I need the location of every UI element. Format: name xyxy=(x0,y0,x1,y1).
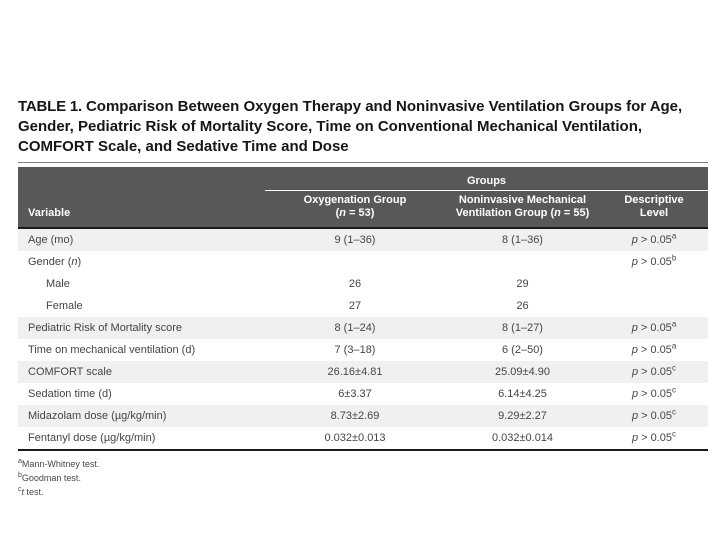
groups-spanner-row: Groups xyxy=(18,167,708,191)
variable-cell: Sedation time (d) xyxy=(28,388,112,400)
comparison-table: Groups Variable Oxygenation Group (n = 53… xyxy=(18,167,708,451)
table-row: Time on mechanical ventilation (d) 7 (3–1… xyxy=(18,339,708,361)
nimv-value-cell: 8 (1–27) xyxy=(445,317,600,339)
groups-spanner-cell: Groups xyxy=(265,167,708,191)
oxygenation-group-n: (n = 53) xyxy=(335,207,375,219)
descriptive-level-cell xyxy=(600,295,708,317)
descriptive-level-cell: p > 0.05a xyxy=(600,228,708,251)
footnote: aMann-Whitney test. xyxy=(18,458,100,469)
descriptive-level-cell: p > 0.05a xyxy=(600,317,708,339)
table-row: Fentanyl dose (µg/kg/min) 0.032±0.013 0.03… xyxy=(18,427,708,450)
column-header-descriptive-level: Descriptive Level xyxy=(600,191,708,229)
table-body: Age (mo) 9 (1–36) 8 (1–36) p > 0.05a Gender … xyxy=(18,228,708,450)
oxygenation-value-cell: 8.73±2.69 xyxy=(265,405,445,427)
oxygenation-value-cell: 7 (3–18) xyxy=(334,344,376,356)
table-row: Male 26 29 xyxy=(18,273,708,295)
oxygenation-value-cell: 27 xyxy=(348,300,362,312)
table-number-label: TABLE 1. xyxy=(18,98,82,115)
table-header: Groups Variable Oxygenation Group (n = 53… xyxy=(18,167,708,229)
oxygenation-value-cell: 8 (1–24) xyxy=(265,317,445,339)
column-header-row: Variable Oxygenation Group (n = 53) Nonin… xyxy=(18,191,708,229)
variable-cell: Fentanyl dose (µg/kg/min) xyxy=(28,432,156,444)
descriptive-level-cell: p > 0.05c xyxy=(631,429,677,444)
spanner-blank-cell xyxy=(18,167,265,191)
descriptive-level-cell: p > 0.05c xyxy=(600,361,708,383)
oxygenation-value-cell: 26 xyxy=(348,278,362,290)
nimv-value-cell: 25.09±4.90 xyxy=(445,361,600,383)
table-row: Sedation time (d) 6±3.37 6.14±4.25 p > 0.05… xyxy=(18,383,708,405)
oxygenation-value-cell: 9 (1–36) xyxy=(265,228,445,251)
nimv-value-cell: 0.032±0.014 xyxy=(491,432,554,444)
table-row: Pediatric Risk of Mortality score 8 (1–24… xyxy=(18,317,708,339)
descriptive-level-cell: p > 0.05a xyxy=(631,341,677,356)
groups-label: Groups xyxy=(466,175,507,187)
table-row: COMFORT scale 26.16±4.81 25.09±4.90 p > 0.0… xyxy=(18,361,708,383)
nimv-value-cell: 26 xyxy=(516,300,529,312)
nimv-value-cell: 6.14±4.25 xyxy=(498,388,547,400)
nimv-value-cell: 6 (2–50) xyxy=(502,344,543,356)
footnotes: aMann-Whitney test. bGoodman test. ct test… xyxy=(18,457,708,499)
variable-cell: Female xyxy=(46,300,83,312)
variable-cell: Pediatric Risk of Mortality score xyxy=(18,317,265,339)
descriptive-level-cell: p > 0.05c xyxy=(631,385,677,400)
variable-cell: Time on mechanical ventilation (d) xyxy=(28,344,196,356)
descriptive-level-cell: p > 0.05c xyxy=(600,405,708,427)
column-header-oxygenation-group: Oxygenation Group (n = 53) xyxy=(265,191,445,229)
variable-cell: Midazolam dose (µg/kg/min) xyxy=(18,405,265,427)
nimv-value-cell: 9.29±2.27 xyxy=(445,405,600,427)
table-title-text: Comparison Between Oxygen Therapy and No… xyxy=(18,98,683,155)
footnote: ct test. xyxy=(18,486,44,497)
table-top-rule xyxy=(18,162,708,163)
nimv-value-cell xyxy=(445,251,600,273)
table-row: Midazolam dose (µg/kg/min) 8.73±2.69 9.29±… xyxy=(18,405,708,427)
nimv-value-cell: 8 (1–36) xyxy=(445,228,600,251)
oxygenation-value-cell: 26.16±4.81 xyxy=(265,361,445,383)
table-row: Gender (n) p > 0.05b xyxy=(18,251,708,273)
variable-cell: Male xyxy=(46,278,70,290)
variable-cell: Gender (n) xyxy=(28,256,82,268)
descriptive-level-cell: p > 0.05b xyxy=(631,253,677,268)
oxygenation-value-cell: 0.032±0.013 xyxy=(324,432,386,444)
table-title: TABLE 1. Comparison Between Oxygen Therap… xyxy=(18,97,694,157)
oxygenation-value-cell xyxy=(265,251,445,273)
variable-cell: Age (mo) xyxy=(18,228,265,251)
table-figure: TABLE 1. Comparison Between Oxygen Therap… xyxy=(18,97,708,499)
footnote: bGoodman test. xyxy=(18,472,81,483)
oxygenation-value-cell: 6±3.37 xyxy=(338,388,372,400)
nimv-value-cell: 29 xyxy=(516,278,529,290)
column-header-nimv-group: Noninvasive Mechanical Ventilation Group … xyxy=(445,191,600,229)
descriptive-level-cell xyxy=(600,273,708,295)
table-row: Age (mo) 9 (1–36) 8 (1–36) p > 0.05a xyxy=(18,228,708,251)
groups-underline: Groups xyxy=(265,170,708,191)
nimv-group-n: Ventilation Group (n = 55) xyxy=(455,207,590,219)
table-row: Female 27 26 xyxy=(18,295,708,317)
column-header-variable: Variable xyxy=(18,191,265,229)
variable-cell: COMFORT scale xyxy=(18,361,265,383)
